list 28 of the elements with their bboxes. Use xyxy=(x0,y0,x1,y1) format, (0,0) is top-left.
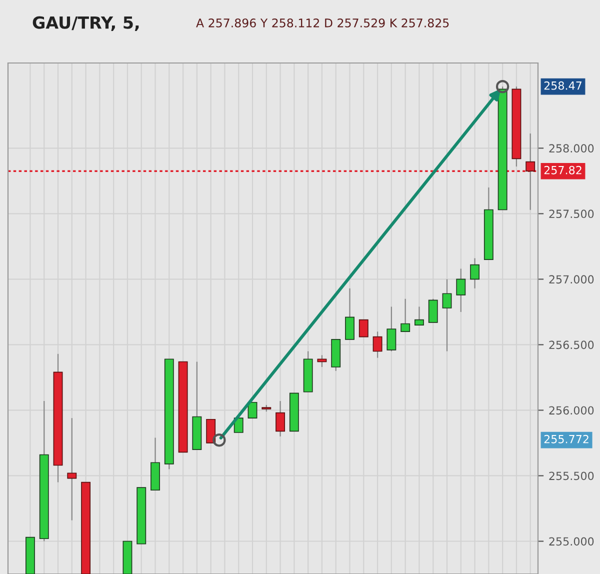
candlestick xyxy=(400,298,410,332)
y-tick-label: 255.000 xyxy=(549,537,594,546)
candlestick xyxy=(276,400,286,437)
candlestick xyxy=(428,298,438,323)
candlestick xyxy=(67,418,77,521)
candlestick xyxy=(470,258,480,289)
ref-line-label: 257.82 xyxy=(544,166,582,174)
candlestick xyxy=(248,402,258,418)
candlestick xyxy=(345,288,354,340)
text: 258.47 xyxy=(544,81,582,90)
candlestick xyxy=(358,319,368,338)
candlestick xyxy=(206,418,216,444)
y-tick-label: 257.000 xyxy=(549,275,594,284)
y-tick-label: 255.500 xyxy=(549,472,594,480)
y-tick-label: 256.500 xyxy=(549,340,594,350)
y-tick-label: 256.000 xyxy=(549,406,594,415)
chart-title: GAU/TRY, 5, xyxy=(32,16,139,31)
y-tick-label: 257.500 xyxy=(549,210,594,218)
text: 255.772 xyxy=(544,434,588,444)
candlestick xyxy=(372,331,382,358)
candlestick xyxy=(317,354,327,368)
candlestick xyxy=(414,306,424,326)
chart-subtitle: A 257.896 Y 258.112 D 257.529 K 257.825 xyxy=(196,18,449,28)
candlestick xyxy=(456,268,466,313)
y-tick-label: 258.000 xyxy=(549,144,594,153)
candlestick xyxy=(386,306,396,352)
candlestick xyxy=(234,418,244,433)
candlestick xyxy=(442,278,452,352)
